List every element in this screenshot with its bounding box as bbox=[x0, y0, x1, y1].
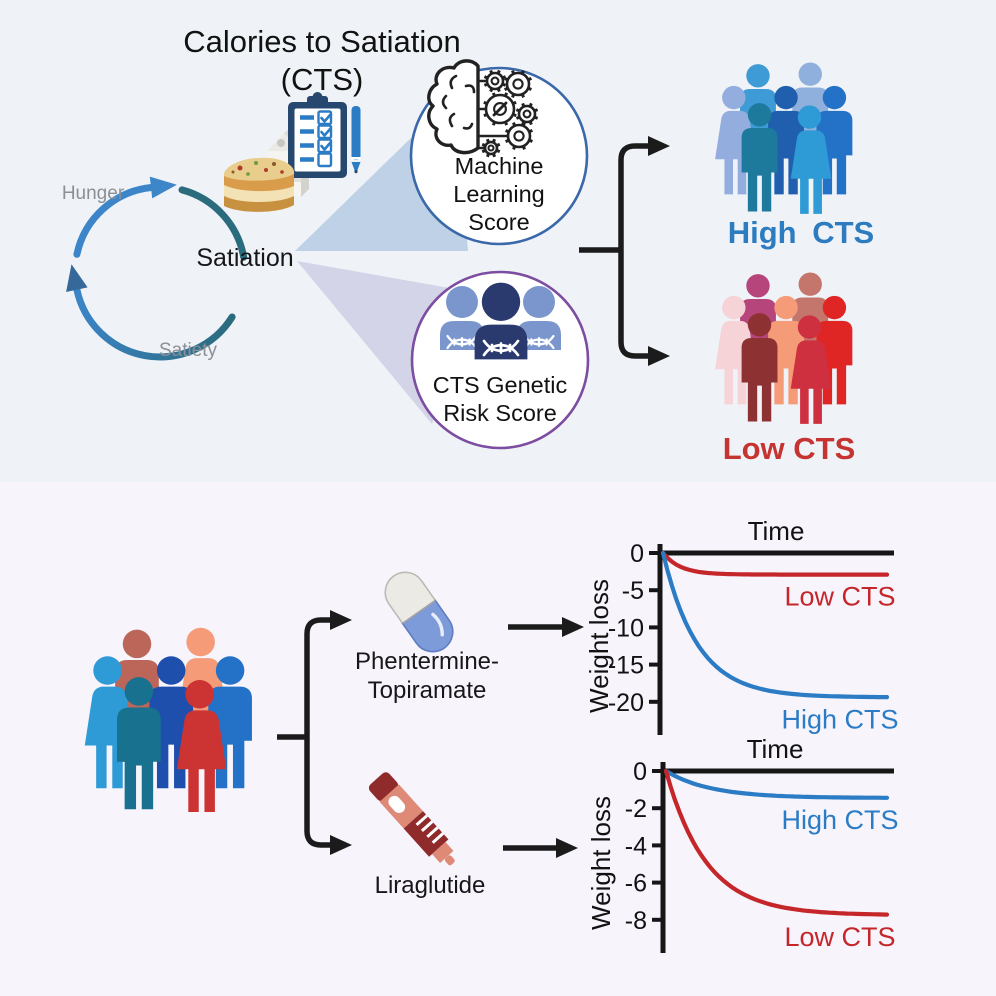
chart2-y-axis-label: Weight loss bbox=[586, 796, 616, 930]
treatment-phentermine-label-line1: Phentermine- bbox=[355, 648, 499, 675]
gear-icon bbox=[517, 104, 537, 124]
gear-hub bbox=[487, 144, 495, 152]
lasagna-toppings bbox=[231, 161, 284, 176]
meal-checklist-clipboard-icon bbox=[288, 92, 347, 178]
gear-teeth bbox=[481, 138, 501, 158]
genetic-score-label-line2: Risk Score bbox=[443, 400, 557, 426]
gear-teeth bbox=[504, 121, 534, 151]
gear-cluster bbox=[481, 69, 539, 158]
y-tick-label: -20 bbox=[608, 689, 644, 717]
cycle-arrowhead-top bbox=[149, 176, 177, 199]
hunger-label: Hunger bbox=[62, 183, 125, 204]
series-curve-low-cts bbox=[660, 550, 890, 577]
branch-arrows-bottom bbox=[277, 610, 352, 855]
arrow-pill-to-chart bbox=[508, 617, 584, 637]
gear-icon bbox=[485, 71, 505, 91]
satiety-label: Satiety bbox=[159, 340, 218, 361]
chart2-x-axis-title: Time bbox=[747, 734, 804, 764]
y-tick-label: 0 bbox=[630, 540, 644, 568]
gear-hub bbox=[512, 78, 524, 90]
phentermine-weight-loss-chart: Time Weight loss 0 -5 -10 -15 -20 Low CTS High… bbox=[584, 516, 899, 735]
meal-test-icons bbox=[223, 92, 361, 212]
satiation-label: Satiation bbox=[196, 244, 293, 272]
cycle-arrowhead-left bbox=[66, 264, 88, 292]
y-tick-label: -10 bbox=[608, 614, 644, 642]
brain-gears-icon bbox=[427, 59, 539, 158]
hunger-satiety-cycle-icon bbox=[66, 176, 248, 361]
gear-hub bbox=[493, 102, 507, 116]
injection-pen-icon bbox=[368, 772, 455, 866]
series-label: High CTS bbox=[781, 805, 898, 835]
arrowhead-to-high-cts bbox=[648, 136, 670, 156]
series-curve-high-cts bbox=[663, 768, 890, 800]
series-label: High CTS bbox=[781, 704, 898, 734]
y-tick-label: -8 bbox=[625, 907, 647, 935]
pen-icon bbox=[351, 106, 361, 174]
arrow-pen-to-chart bbox=[503, 838, 578, 858]
gear-icon bbox=[505, 71, 531, 97]
gear-hub bbox=[490, 76, 500, 86]
treatment-liraglutide-label: Liraglutide bbox=[375, 872, 486, 899]
liraglutide-weight-loss-chart: Time Weight loss 0 -2 -4 -6 -8 High CTS Low CT… bbox=[586, 734, 899, 953]
gear-teeth bbox=[483, 69, 507, 93]
high-cts-label: High CTS bbox=[728, 215, 875, 250]
gear-hub bbox=[513, 130, 525, 142]
treatment-phentermine-label-line2: Topiramate bbox=[368, 677, 487, 704]
gear-teeth bbox=[483, 92, 517, 126]
branch-arrows-top bbox=[579, 136, 670, 366]
series-curve-low-cts bbox=[663, 768, 890, 917]
ml-score-label-line3: Score bbox=[468, 209, 529, 235]
series-label: Low CTS bbox=[784, 922, 895, 952]
y-tick-label: -6 bbox=[625, 870, 647, 898]
pill-capsule-icon bbox=[384, 571, 454, 653]
figure-title-line2: (CTS) bbox=[281, 62, 364, 97]
ml-score-label-line2: Learning bbox=[453, 181, 544, 207]
series-curve-high-cts bbox=[660, 550, 890, 700]
chart1-plot-area: 0 -5 -10 -15 -20 Low CTS High CTS bbox=[608, 540, 899, 735]
gear-icon bbox=[506, 123, 532, 149]
chart1-y-axis-label: Weight loss bbox=[584, 579, 614, 713]
arrowhead-to-low-cts bbox=[648, 346, 670, 366]
lasagna-icon bbox=[223, 157, 295, 212]
figure-title-line1: Calories to Satiation bbox=[183, 24, 460, 59]
gear-teeth bbox=[503, 69, 533, 99]
arrowhead-to-pill bbox=[330, 610, 352, 630]
chart2-plot-area: 0 -2 -4 -6 -8 High CTS Low CTS bbox=[625, 758, 899, 953]
y-tick-label: -15 bbox=[608, 652, 644, 680]
y-tick-label: -5 bbox=[622, 577, 644, 605]
gear-icon bbox=[483, 140, 499, 156]
y-tick-label: -4 bbox=[625, 832, 647, 860]
genetic-score-label-line1: CTS Genetic bbox=[433, 372, 568, 398]
series-label: Low CTS bbox=[784, 582, 895, 612]
gear-hub bbox=[522, 109, 532, 119]
low-cts-label: Low CTS bbox=[723, 431, 856, 466]
ml-score-label-line1: Machine bbox=[455, 153, 544, 179]
y-tick-label: 0 bbox=[633, 758, 647, 786]
chart1-x-axis-title: Time bbox=[748, 516, 805, 546]
arrowhead-to-pen bbox=[330, 835, 352, 855]
y-tick-label: -2 bbox=[625, 795, 647, 823]
